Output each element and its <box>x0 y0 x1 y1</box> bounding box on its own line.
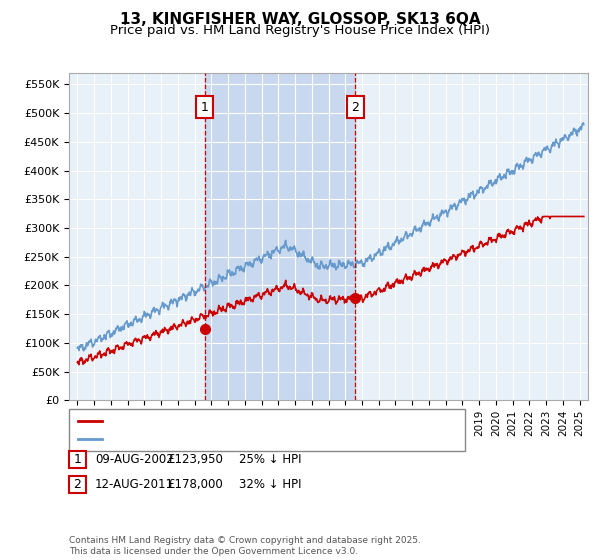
Text: Contains HM Land Registry data © Crown copyright and database right 2025.
This d: Contains HM Land Registry data © Crown c… <box>69 536 421 556</box>
Text: HPI: Average price, detached house, High Peak: HPI: Average price, detached house, High… <box>108 434 365 444</box>
Text: 32% ↓ HPI: 32% ↓ HPI <box>239 478 301 491</box>
Text: 1: 1 <box>201 101 209 114</box>
Text: 25% ↓ HPI: 25% ↓ HPI <box>239 452 301 466</box>
Text: £123,950: £123,950 <box>167 452 223 466</box>
Text: Price paid vs. HM Land Registry's House Price Index (HPI): Price paid vs. HM Land Registry's House … <box>110 24 490 36</box>
Bar <box>205 73 355 400</box>
Text: 2: 2 <box>73 478 82 491</box>
Text: 2: 2 <box>352 101 359 114</box>
Text: 13, KINGFISHER WAY, GLOSSOP, SK13 6QA (detached house): 13, KINGFISHER WAY, GLOSSOP, SK13 6QA (d… <box>108 416 442 426</box>
Text: 1: 1 <box>73 452 82 466</box>
Text: 13, KINGFISHER WAY, GLOSSOP, SK13 6QA: 13, KINGFISHER WAY, GLOSSOP, SK13 6QA <box>119 12 481 27</box>
Text: £178,000: £178,000 <box>167 478 223 491</box>
Text: 12-AUG-2011: 12-AUG-2011 <box>95 478 174 491</box>
Text: 09-AUG-2002: 09-AUG-2002 <box>95 452 173 466</box>
